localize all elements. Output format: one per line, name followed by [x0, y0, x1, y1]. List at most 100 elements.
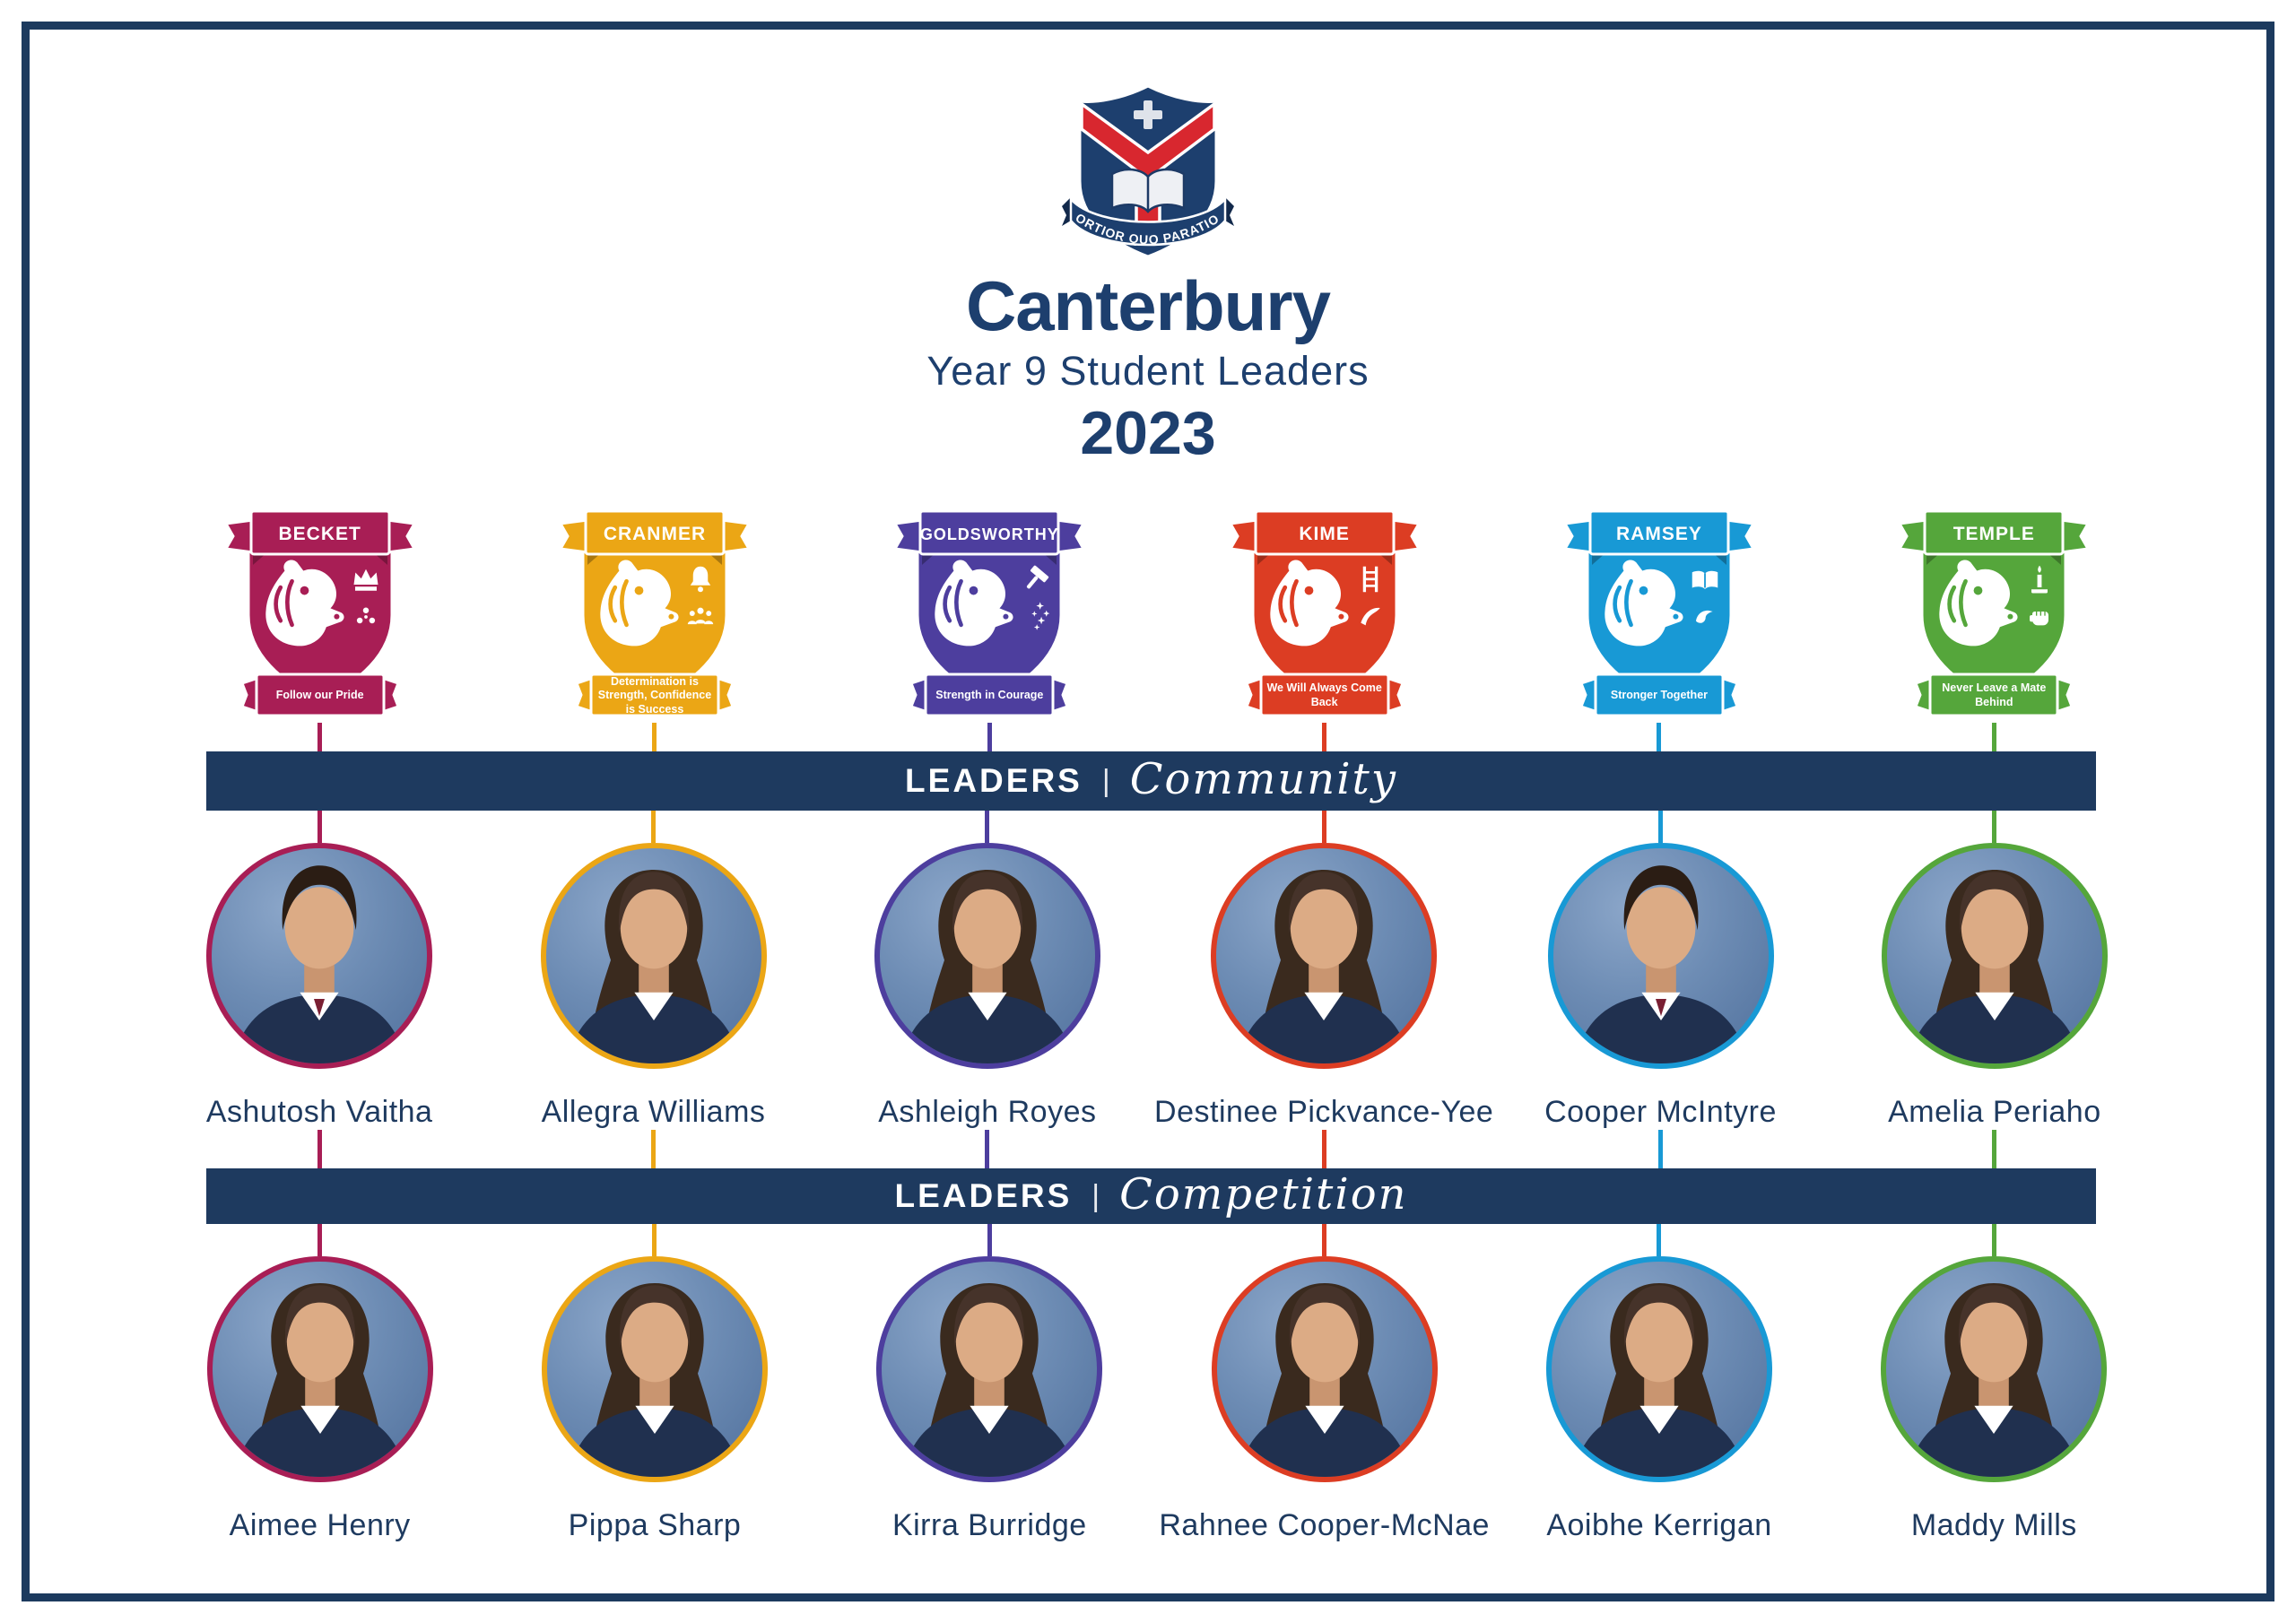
- community-leaders-row: Ashutosh Vaitha Allegra Williams Ashleig…: [152, 811, 2161, 1168]
- student-photo: [1881, 1256, 2108, 1482]
- banner-separator: |: [1101, 763, 1110, 798]
- house-column-cranmer: CRANMER Determination is Strength, Confi…: [487, 499, 822, 751]
- banner-prefix: LEADERS: [894, 1177, 1073, 1214]
- student-photo: [1881, 843, 2108, 1069]
- student-photo: [1211, 843, 1438, 1069]
- connector-line: [1658, 1130, 1663, 1168]
- becket-crest: BECKET Follow our Pride: [217, 499, 423, 723]
- banner-script-label: Community: [1129, 754, 1397, 804]
- student-photo: [874, 843, 1100, 1069]
- student-cell: Ashleigh Royes: [821, 811, 1154, 1168]
- student-name: Ashleigh Royes: [878, 1095, 1097, 1129]
- house-name: CRANMER: [603, 524, 707, 544]
- student-photo: [876, 1256, 1103, 1482]
- connector-line: [985, 1130, 990, 1168]
- house-column-becket: BECKET Follow our Pride: [152, 499, 487, 751]
- connector-line: [1991, 1224, 1996, 1256]
- connector-line: [651, 811, 657, 843]
- connector-line: [1992, 811, 1997, 843]
- student-photo: [1547, 843, 1774, 1069]
- connector-line: [1322, 1224, 1327, 1256]
- student-portrait: [1575, 865, 1747, 1063]
- house-column-temple: TEMPLE Never Leave a Mate Behind: [1827, 499, 2161, 751]
- student-portrait: [1573, 1283, 1745, 1477]
- house-column-kime: KIME We Will Always Come Back: [1157, 499, 1492, 751]
- connector-line: [651, 1130, 657, 1168]
- house-motto: Strength in Courage: [935, 689, 1044, 702]
- house-motto: Stronger Together: [1610, 689, 1709, 702]
- connector-line: [317, 1224, 323, 1256]
- student-cell: Destinee Pickvance-Yee: [1154, 811, 1493, 1168]
- page-title: Year 9 Student Leaders: [926, 348, 1370, 394]
- logo-cross-icon: [1134, 100, 1162, 129]
- student-portrait: [903, 1283, 1075, 1477]
- banner-separator: |: [1091, 1178, 1100, 1213]
- student-cell: Kirra Burridge: [822, 1224, 1157, 1543]
- student-name: Cooper McIntyre: [1544, 1095, 1777, 1129]
- student-cell: Rahnee Cooper-McNae: [1157, 1224, 1492, 1543]
- connector-line: [317, 811, 322, 843]
- student-cell: Pippa Sharp: [487, 1224, 822, 1543]
- student-name: Aimee Henry: [229, 1508, 411, 1542]
- ramsey-crest: RAMSEY Stronger Together: [1556, 499, 1762, 723]
- house-name: KIME: [1299, 524, 1350, 544]
- banner-prefix: LEADERS: [905, 762, 1083, 799]
- student-name: Rahnee Cooper-McNae: [1159, 1508, 1490, 1542]
- connector-line: [317, 723, 323, 751]
- student-photo: [206, 843, 433, 1069]
- section-banner-competition: LEADERS | Competition: [206, 1168, 2096, 1224]
- student-cell: Aoibhe Kerrigan: [1492, 1224, 1826, 1543]
- student-cell: Ashutosh Vaitha: [152, 811, 486, 1168]
- student-photo: [541, 1256, 768, 1482]
- connector-line: [1321, 1130, 1326, 1168]
- goldsworthy-crest: GOLDSWORTHY Strength in Courage: [886, 499, 1092, 723]
- student-portrait: [234, 1283, 406, 1477]
- house-name: BECKET: [278, 524, 361, 544]
- student-portrait: [1909, 870, 2081, 1063]
- house-name: GOLDSWORTHY: [919, 525, 1059, 543]
- connector-line: [1321, 811, 1326, 843]
- kime-crest: KIME We Will Always Come Back: [1222, 499, 1428, 723]
- connector-line: [652, 1224, 657, 1256]
- canterbury-crest-logo: FORTIOR QUO PARATIOR: [1058, 75, 1234, 258]
- student-name: Aoibhe Kerrigan: [1546, 1508, 1772, 1542]
- connector-line: [1322, 723, 1327, 751]
- house-motto: Never Leave a Mate Behind: [1942, 681, 2047, 708]
- connector-line: [317, 1130, 322, 1168]
- house-column-ramsey: RAMSEY Stronger Together: [1492, 499, 1826, 751]
- house-name: RAMSEY: [1616, 524, 1702, 544]
- connector-line: [1991, 723, 1996, 751]
- connector-line: [985, 811, 990, 843]
- house-crest-row: BECKET Follow our Pride CRANMER: [152, 499, 2161, 751]
- connector-line: [1658, 811, 1663, 843]
- temple-crest: TEMPLE Never Leave a Mate Behind: [1891, 499, 2097, 723]
- header: FORTIOR QUO PARATIOR Canterbury Year 9 S…: [0, 75, 2296, 468]
- student-name: Pippa Sharp: [568, 1508, 742, 1542]
- logo-book-icon: [1110, 168, 1186, 213]
- connector-line: [1992, 1130, 1997, 1168]
- student-cell: Amelia Periaho: [1828, 811, 2161, 1168]
- logo-motto-ribbon: [1069, 195, 1227, 247]
- banner-script-label: Competition: [1119, 1169, 1408, 1219]
- connector-line: [987, 1224, 992, 1256]
- student-photo: [1211, 1256, 1438, 1482]
- student-cell: Allegra Williams: [486, 811, 820, 1168]
- student-cell: Aimee Henry: [152, 1224, 487, 1543]
- house-column-goldsworthy: GOLDSWORTHY Strength in Courage: [822, 499, 1157, 751]
- student-photo: [1545, 1256, 1772, 1482]
- student-portrait: [568, 870, 740, 1063]
- connector-line: [1657, 1224, 1662, 1256]
- student-portrait: [1908, 1283, 2080, 1477]
- student-name: Amelia Periaho: [1888, 1095, 2101, 1129]
- student-photo: [540, 843, 767, 1069]
- student-name: Ashutosh Vaitha: [205, 1095, 433, 1129]
- student-cell: Maddy Mills: [1827, 1224, 2161, 1543]
- student-name: Destinee Pickvance-Yee: [1154, 1095, 1494, 1129]
- house-motto: Determination is Strength, Confidence is…: [597, 674, 712, 716]
- student-portrait: [569, 1283, 741, 1477]
- connector-line: [1657, 723, 1662, 751]
- connector-line: [987, 723, 992, 751]
- student-portrait: [901, 870, 1074, 1063]
- student-cell: Cooper McIntyre: [1493, 811, 1827, 1168]
